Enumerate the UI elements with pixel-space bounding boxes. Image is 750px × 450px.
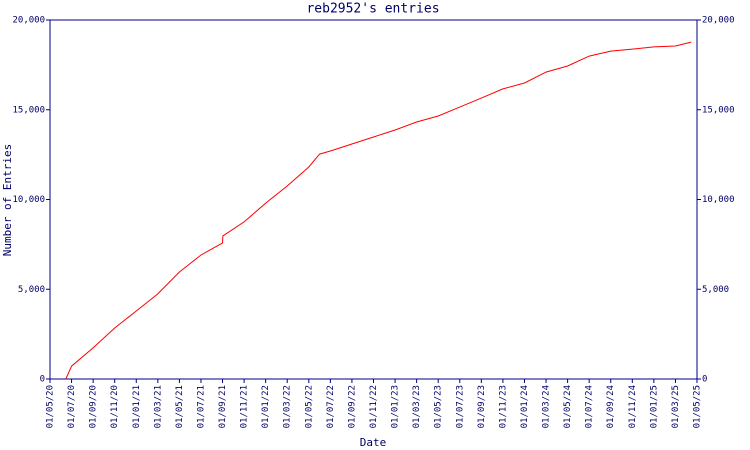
- y-tick-label: 20,000: [12, 16, 45, 26]
- x-tick-label: 01/01/25: [649, 385, 659, 428]
- x-tick-label: 01/11/21: [240, 385, 250, 428]
- x-tick-label: 01/09/22: [347, 385, 357, 428]
- x-tick-label: 01/05/25: [693, 385, 703, 428]
- y-axis-label: Number of Entries: [1, 144, 14, 257]
- x-tick-label: 01/07/21: [196, 385, 206, 428]
- y-tick-label: 15,000: [12, 105, 45, 115]
- x-tick-label: 01/07/24: [585, 385, 595, 428]
- y2-tick-label: 5,000: [702, 285, 729, 295]
- x-tick-label: 01/09/20: [89, 385, 99, 428]
- x-tick-label: 01/11/23: [498, 385, 508, 428]
- y-tick-label: 5,000: [18, 285, 45, 295]
- x-tick-label: 01/07/23: [455, 385, 465, 428]
- x-tick-label: 01/05/23: [434, 385, 444, 428]
- y2-tick-label: 0: [702, 375, 707, 385]
- x-tick-label: 01/09/21: [218, 385, 228, 428]
- x-tick-label: 01/01/21: [132, 385, 142, 428]
- x-tick-label: 01/05/24: [563, 385, 573, 428]
- x-tick-label: 01/01/23: [391, 385, 401, 428]
- x-tick-label: 01/11/20: [110, 385, 120, 428]
- y2-tick-label: 10,000: [702, 195, 735, 205]
- x-tick-label: 01/09/24: [606, 385, 616, 428]
- x-tick-label: 01/05/20: [46, 385, 56, 428]
- y2-tick-label: 20,000: [702, 16, 735, 26]
- chart-title: reb2952's entries: [306, 2, 439, 17]
- line-series: [65, 41, 692, 380]
- x-tick-label: 01/07/20: [67, 385, 77, 428]
- x-tick-label: 01/07/22: [326, 385, 336, 428]
- y2-tick-label: 15,000: [702, 105, 735, 115]
- x-tick-label: 01/03/23: [412, 385, 422, 428]
- x-tick-label: 01/09/23: [477, 385, 487, 428]
- x-tick-label: 01/11/22: [369, 385, 379, 428]
- y-tick-label: 10,000: [12, 195, 45, 205]
- x-tick-label: 01/03/21: [153, 385, 163, 428]
- x-axis-label: Date: [360, 436, 387, 449]
- x-tick-label: 01/01/24: [520, 385, 530, 428]
- y-tick-label: 0: [40, 375, 45, 385]
- x-tick-label: 01/03/22: [283, 385, 293, 428]
- x-tick-label: 01/01/22: [261, 385, 271, 428]
- x-tick-label: 01/05/21: [175, 385, 185, 428]
- x-tick-label: 01/05/22: [304, 385, 314, 428]
- x-tick-label: 01/03/24: [542, 385, 552, 428]
- x-tick-label: 01/03/25: [671, 385, 681, 428]
- x-tick-label: 01/11/24: [628, 385, 638, 428]
